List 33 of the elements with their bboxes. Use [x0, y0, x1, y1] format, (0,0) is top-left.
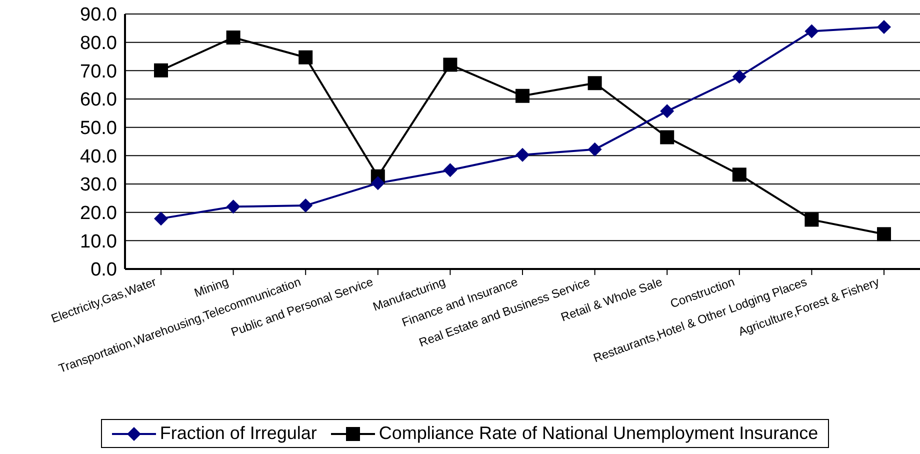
point [732, 168, 746, 182]
point [370, 176, 385, 190]
y-tick-label: 30.0 [80, 174, 117, 196]
point [154, 63, 168, 78]
point [660, 130, 674, 144]
y-tick-label: 10.0 [80, 231, 117, 252]
legend-label: Fraction of Irregular [160, 423, 317, 444]
point [154, 212, 168, 226]
point [516, 88, 530, 103]
point [660, 104, 674, 118]
point [804, 24, 819, 38]
point [298, 50, 313, 64]
y-tick-label: 70.0 [80, 61, 117, 82]
y-tick-label: 60.0 [80, 90, 117, 111]
y-tick-label: 0.0 [90, 260, 117, 281]
point [588, 76, 602, 90]
point [877, 20, 891, 34]
point [443, 58, 458, 72]
point [877, 227, 891, 242]
legend-label: Compliance Rate of National Unemployment Insurance [378, 423, 818, 444]
point [516, 148, 530, 162]
point [226, 30, 240, 45]
y-tick-label: 80.0 [80, 33, 117, 54]
y-tick-label: 40.0 [80, 146, 117, 168]
y-tick-label: 20.0 [80, 203, 117, 224]
point [226, 200, 240, 214]
point [804, 212, 819, 227]
point [588, 142, 602, 156]
y-tick-label: 90.0 [80, 4, 117, 26]
y-tick-label: 50.0 [80, 118, 117, 140]
point [732, 70, 746, 84]
point [443, 163, 458, 178]
point [298, 198, 313, 213]
